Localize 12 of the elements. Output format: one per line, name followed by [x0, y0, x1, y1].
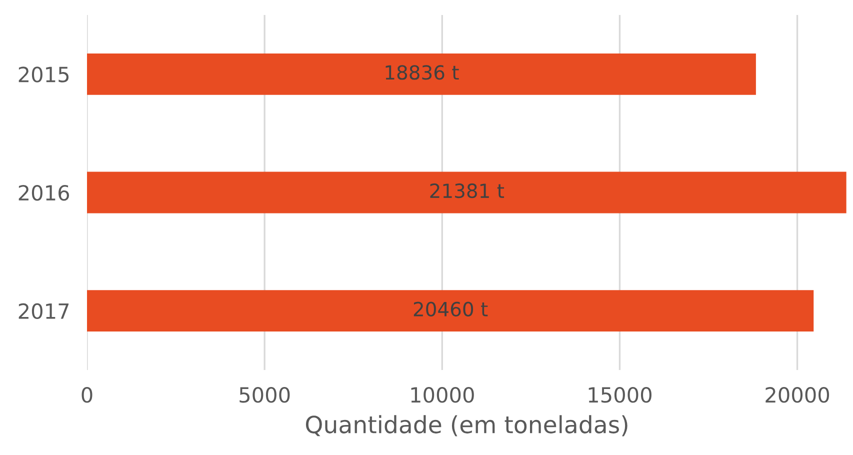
x-tick-label: 15000 [588, 387, 652, 403]
x-axis-title: Quantidade (em toneladas) [306, 415, 628, 436]
x-tick-label: 5000 [240, 387, 290, 403]
y-tick-label: 2015 [18, 66, 69, 82]
x-tick-label: 10000 [411, 387, 474, 403]
x-tick-label: 0 [82, 387, 92, 403]
y-tick-label: 2016 [18, 184, 70, 201]
data-label: 18836 t [386, 65, 459, 80]
data-label: 21381 t [430, 183, 504, 198]
data-label: 20460 t [414, 302, 488, 316]
x-tick-label: 20000 [766, 387, 830, 403]
y-tick-label: 2017 [18, 303, 69, 320]
